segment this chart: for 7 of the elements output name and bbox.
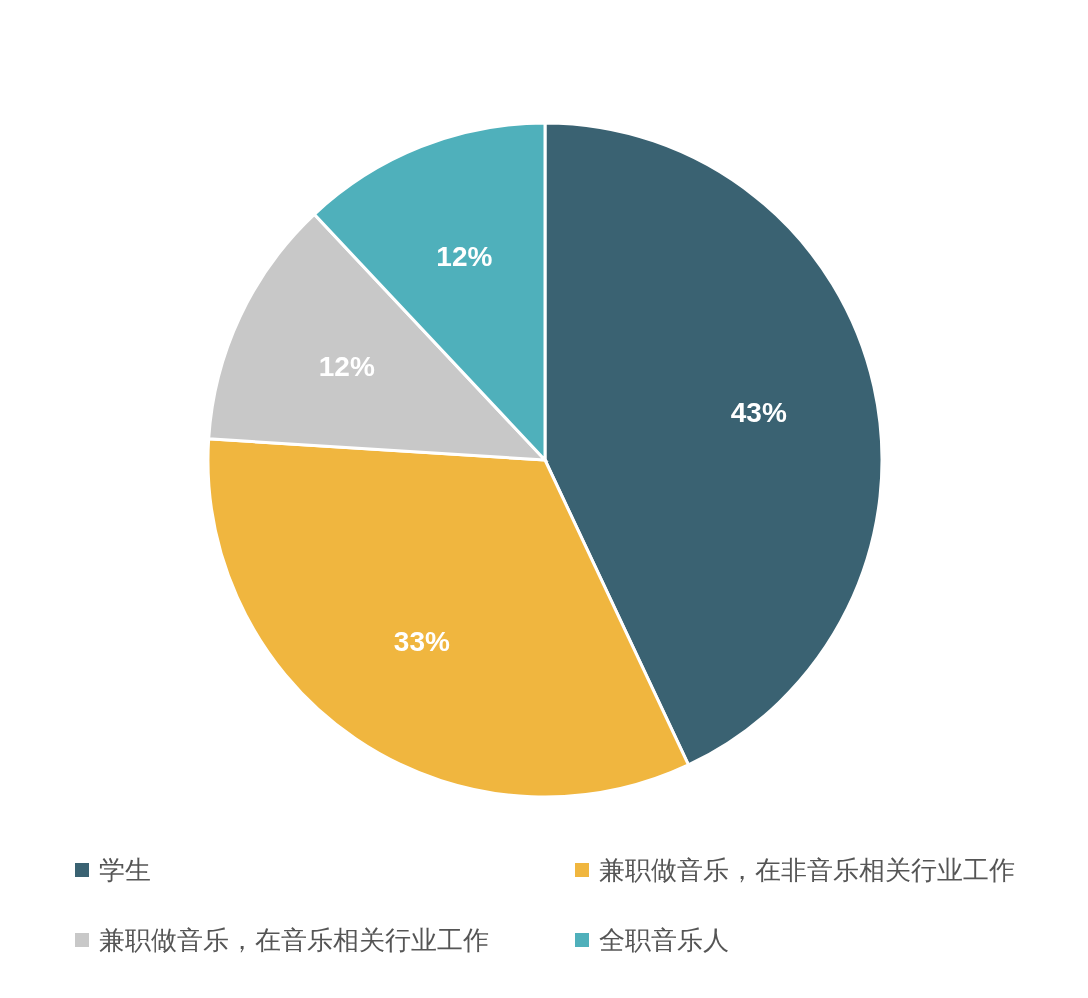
legend-label: 学生 <box>99 855 151 885</box>
legend-label: 兼职做音乐，在非音乐相关行业工作 <box>599 855 1015 885</box>
data-label: 12% <box>436 240 493 272</box>
legend-label: 全职音乐人 <box>599 925 729 955</box>
data-label: 43% <box>730 396 787 428</box>
data-label: 33% <box>393 625 450 657</box>
legend-label: 兼职做音乐，在音乐相关行业工作 <box>99 925 489 955</box>
